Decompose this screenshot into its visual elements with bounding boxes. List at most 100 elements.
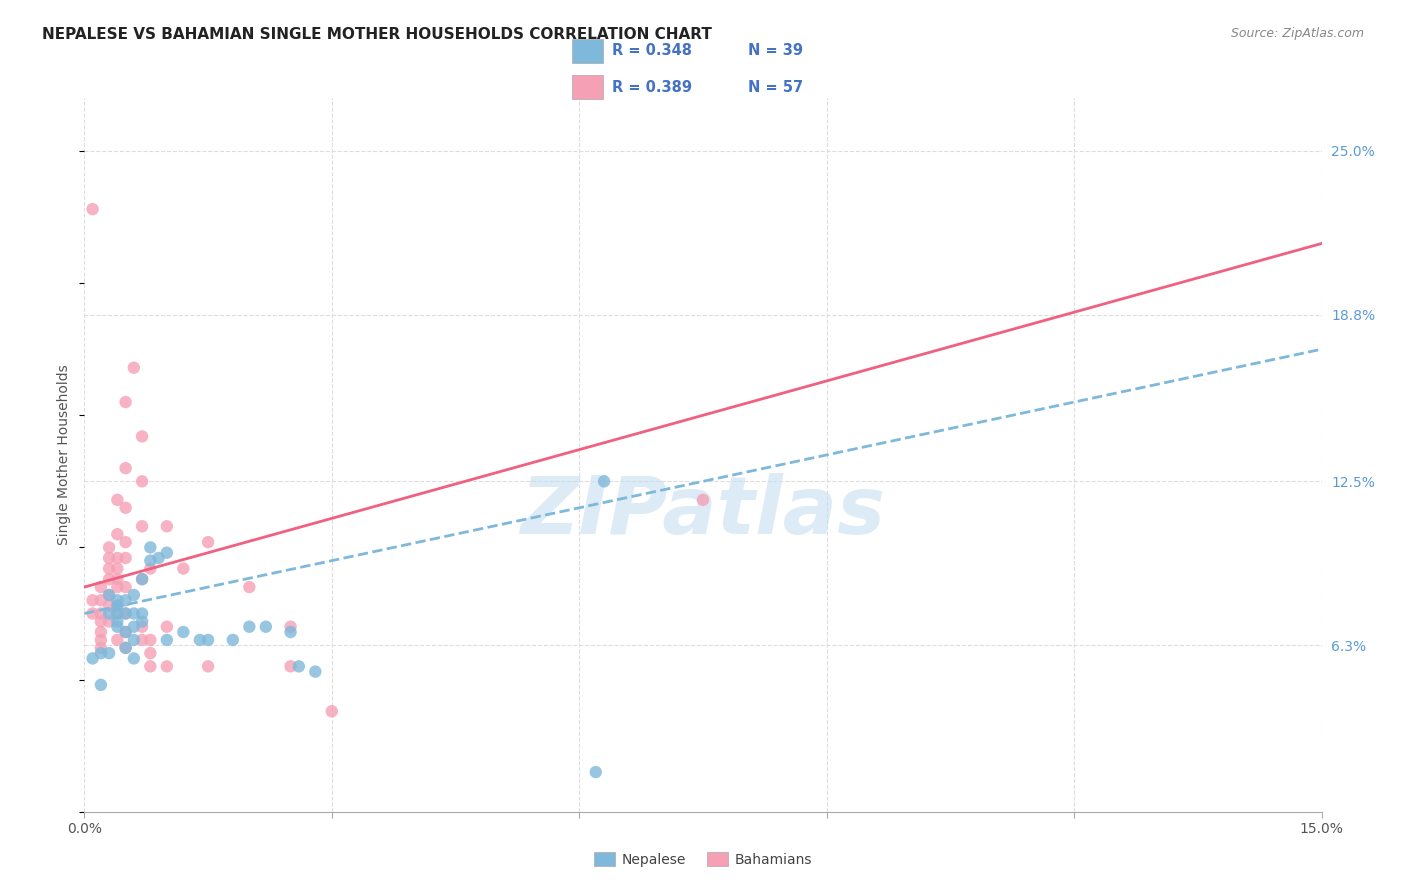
Point	[188, 632, 211, 647]
Point	[114, 640, 136, 655]
Point	[114, 593, 136, 607]
Point	[98, 607, 121, 621]
Point	[238, 580, 260, 594]
Point	[280, 659, 302, 673]
Point	[122, 360, 145, 375]
Y-axis label: Single Mother Households: Single Mother Households	[58, 365, 72, 545]
Point	[139, 659, 162, 673]
Point	[156, 659, 179, 673]
Point	[131, 475, 153, 489]
Point	[156, 632, 179, 647]
Point	[98, 646, 121, 660]
Point	[82, 607, 104, 621]
Point	[238, 620, 260, 634]
Text: R = 0.348: R = 0.348	[612, 44, 692, 59]
Point	[114, 640, 136, 655]
Point	[105, 561, 128, 575]
Point	[114, 535, 136, 549]
Point	[90, 632, 112, 647]
Point	[280, 620, 302, 634]
Point	[98, 599, 121, 613]
Point	[105, 620, 128, 634]
Point	[105, 551, 128, 566]
Point	[82, 202, 104, 216]
Text: N = 57: N = 57	[748, 79, 803, 95]
Text: NEPALESE VS BAHAMIAN SINGLE MOTHER HOUSEHOLDS CORRELATION CHART: NEPALESE VS BAHAMIAN SINGLE MOTHER HOUSE…	[42, 27, 711, 42]
Text: R = 0.389: R = 0.389	[612, 79, 692, 95]
Point	[90, 625, 112, 640]
Point	[288, 659, 311, 673]
Point	[122, 632, 145, 647]
Legend: Nepalese, Bahamians: Nepalese, Bahamians	[588, 847, 818, 872]
Text: ZIPatlas: ZIPatlas	[520, 473, 886, 551]
Point	[131, 607, 153, 621]
Point	[122, 651, 145, 665]
Point	[593, 475, 616, 489]
Point	[90, 580, 112, 594]
Point	[105, 492, 128, 507]
Point	[197, 535, 219, 549]
Point	[131, 572, 153, 586]
Point	[321, 704, 343, 718]
Point	[131, 615, 153, 629]
Point	[139, 541, 162, 555]
Point	[131, 572, 153, 586]
Point	[82, 651, 104, 665]
Text: N = 39: N = 39	[748, 44, 803, 59]
Point	[197, 632, 219, 647]
Point	[114, 461, 136, 475]
Point	[114, 625, 136, 640]
Point	[148, 551, 170, 566]
Point	[114, 500, 136, 515]
FancyBboxPatch shape	[572, 75, 603, 99]
Point	[105, 615, 128, 629]
Point	[98, 561, 121, 575]
Point	[122, 607, 145, 621]
Point	[139, 561, 162, 575]
Point	[139, 632, 162, 647]
Point	[114, 551, 136, 566]
Point	[98, 588, 121, 602]
Point	[114, 625, 136, 640]
Point	[98, 572, 121, 586]
Point	[114, 395, 136, 409]
Point	[131, 632, 153, 647]
Point	[105, 572, 128, 586]
Point	[131, 519, 153, 533]
Point	[197, 659, 219, 673]
Point	[90, 607, 112, 621]
Point	[98, 588, 121, 602]
FancyBboxPatch shape	[572, 38, 603, 63]
Point	[105, 593, 128, 607]
Point	[254, 620, 277, 634]
Point	[156, 519, 179, 533]
Point	[156, 546, 179, 560]
Point	[105, 599, 128, 613]
Point	[105, 607, 128, 621]
Point	[90, 640, 112, 655]
Point	[98, 551, 121, 566]
Point	[172, 561, 194, 575]
Point	[139, 554, 162, 568]
Point	[114, 607, 136, 621]
Point	[139, 646, 162, 660]
Point	[90, 615, 112, 629]
Text: Source: ZipAtlas.com: Source: ZipAtlas.com	[1230, 27, 1364, 40]
Point	[280, 625, 302, 640]
Point	[90, 678, 112, 692]
Point	[585, 765, 607, 780]
Point	[105, 607, 128, 621]
Point	[156, 620, 179, 634]
Point	[98, 615, 121, 629]
Point	[105, 527, 128, 541]
Point	[98, 541, 121, 555]
Point	[122, 620, 145, 634]
Point	[114, 580, 136, 594]
Point	[105, 580, 128, 594]
Point	[304, 665, 326, 679]
Point	[90, 646, 112, 660]
Point	[692, 492, 714, 507]
Point	[82, 593, 104, 607]
Point	[122, 588, 145, 602]
Point	[172, 625, 194, 640]
